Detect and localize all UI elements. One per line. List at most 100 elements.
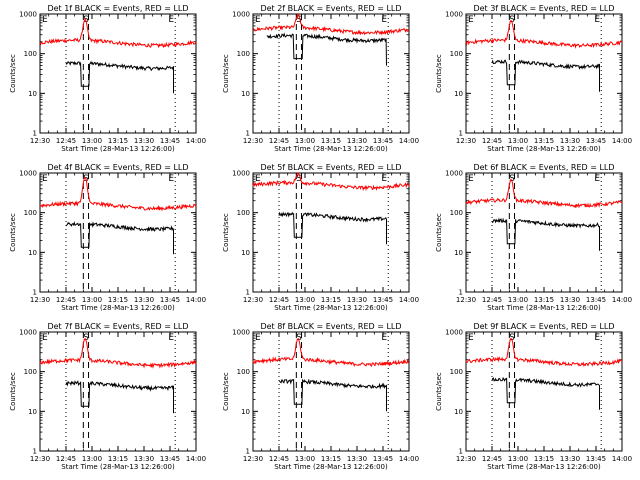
marker-label-e: E [468, 333, 474, 343]
panel-title: Det 4f BLACK = Events, RED = LLD [47, 163, 188, 172]
marker-label-e: E [255, 15, 261, 25]
x-tick-label: 12:30 [30, 455, 50, 463]
x-tick-label: 13:45 [373, 455, 393, 463]
y-axis-label: Counts/sec [435, 213, 443, 252]
y-axis-label: Counts/sec [435, 54, 443, 93]
y-tick-label: 100 [24, 50, 37, 58]
y-tick-label: 10 [454, 249, 463, 257]
marker-label-e: E [381, 333, 387, 343]
plot-frame [39, 172, 197, 293]
x-axis-label: Start Time (28-Mar-13 12:26:00) [487, 145, 601, 153]
x-axis-label: Start Time (28-Mar-13 12:26:00) [61, 463, 175, 471]
detector-panel-6: Det 6f BLACK = Events, RED = LLD 1 10 100 10… [435, 163, 632, 312]
y-tick-label: 1 [246, 289, 250, 297]
x-tick-label: 13:45 [160, 296, 180, 304]
marker-label-s: S [509, 333, 515, 343]
panel-title: Det 8f BLACK = Events, RED = LLD [260, 322, 401, 331]
x-tick-label: 13:30 [347, 296, 367, 304]
y-tick-label: 10 [241, 249, 250, 257]
marker-label-e: E [594, 174, 600, 184]
x-tick-label: 13:00 [82, 455, 102, 463]
x-tick-label: 13:00 [82, 296, 102, 304]
marker-label-e: E [255, 174, 261, 184]
x-tick-label: 13:15 [108, 455, 128, 463]
series-lld-line [39, 337, 197, 369]
x-tick-label: 13:30 [347, 455, 367, 463]
plot-frame [252, 172, 410, 293]
detector-panel-5: Det 5f BLACK = Events, RED = LLD 1 10 100 10… [222, 163, 419, 312]
marker-label-e: E [255, 333, 261, 343]
marker-label-e: E [42, 174, 48, 184]
x-tick-label: 14:00 [612, 455, 632, 463]
marker-label-e: E [42, 15, 48, 25]
y-tick-label: 10 [241, 408, 250, 416]
y-tick-label: 1000 [19, 329, 37, 337]
plot-frame [465, 331, 623, 452]
x-axis-label: Start Time (28-Mar-13 12:26:00) [61, 304, 175, 312]
series-events-line [278, 211, 387, 245]
detector-panel-7: Det 7f BLACK = Events, RED = LLD 1 10 100 10… [9, 322, 206, 471]
detector-panel-1: Det 1f BLACK = Events, RED = LLD 1 10 100 10… [9, 4, 206, 153]
marker-label-e: E [381, 15, 387, 25]
marker-label-e: E [168, 15, 174, 25]
x-tick-label: 13:30 [560, 296, 580, 304]
x-tick-label: 12:45 [269, 296, 289, 304]
y-tick-label: 100 [450, 50, 463, 58]
marker-label-s: S [296, 15, 302, 25]
panel-title: Det 5f BLACK = Events, RED = LLD [260, 163, 401, 172]
x-tick-label: 12:30 [243, 296, 263, 304]
x-tick-label: 12:45 [56, 296, 76, 304]
x-tick-label: 13:45 [586, 296, 606, 304]
y-axis-label: Counts/sec [9, 372, 17, 411]
y-axis-label: Counts/sec [222, 54, 230, 93]
x-tick-label: 13:00 [82, 137, 102, 145]
marker-label-e: E [594, 333, 600, 343]
series-lld-line [465, 178, 623, 209]
y-tick-label: 1000 [232, 329, 250, 337]
y-axis-label: Counts/sec [9, 213, 17, 252]
marker-label-e: E [168, 174, 174, 184]
x-tick-label: 14:00 [612, 137, 632, 145]
y-tick-label: 1000 [445, 11, 463, 19]
x-axis-label: Start Time (28-Mar-13 12:26:00) [487, 463, 601, 471]
y-axis-label: Counts/sec [9, 54, 17, 93]
x-axis-label: Start Time (28-Mar-13 12:26:00) [274, 463, 388, 471]
series-events-line [491, 59, 600, 92]
x-tick-label: 12:30 [456, 296, 476, 304]
series-lld-line [39, 17, 197, 49]
plot-frame [465, 13, 623, 134]
series-events-line [65, 60, 174, 94]
x-tick-label: 12:45 [482, 137, 502, 145]
y-tick-label: 1000 [445, 170, 463, 178]
marker-label-s: S [83, 333, 89, 343]
x-tick-label: 14:00 [399, 296, 419, 304]
x-tick-label: 13:45 [160, 455, 180, 463]
y-axis-label: Counts/sec [435, 372, 443, 411]
x-axis-label: Start Time (28-Mar-13 12:26:00) [274, 145, 388, 153]
series-lld-line [465, 337, 623, 368]
y-tick-label: 100 [24, 209, 37, 217]
y-tick-label: 10 [28, 408, 37, 416]
marker-label-e: E [42, 333, 48, 343]
panel-title: Det 2f BLACK = Events, RED = LLD [260, 4, 401, 13]
x-tick-label: 12:45 [482, 296, 502, 304]
y-tick-label: 1 [246, 448, 250, 456]
detector-panel-9: Det 9f BLACK = Events, RED = LLD 1 10 100 10… [435, 322, 632, 471]
marker-label-s: S [296, 333, 302, 343]
y-tick-label: 100 [450, 368, 463, 376]
series-lld-line [40, 176, 197, 212]
x-tick-label: 13:00 [508, 296, 528, 304]
x-tick-label: 14:00 [612, 296, 632, 304]
marker-label-s: S [83, 15, 89, 25]
x-tick-label: 13:30 [134, 455, 154, 463]
x-tick-label: 12:45 [56, 455, 76, 463]
y-axis-label: Counts/sec [222, 372, 230, 411]
x-tick-label: 13:15 [321, 455, 341, 463]
x-tick-label: 12:45 [482, 455, 502, 463]
x-tick-label: 13:15 [108, 137, 128, 145]
x-tick-label: 13:15 [534, 296, 554, 304]
marker-label-s: S [296, 174, 302, 184]
y-tick-label: 1000 [19, 170, 37, 178]
panel-title: Det 1f BLACK = Events, RED = LLD [47, 4, 188, 13]
